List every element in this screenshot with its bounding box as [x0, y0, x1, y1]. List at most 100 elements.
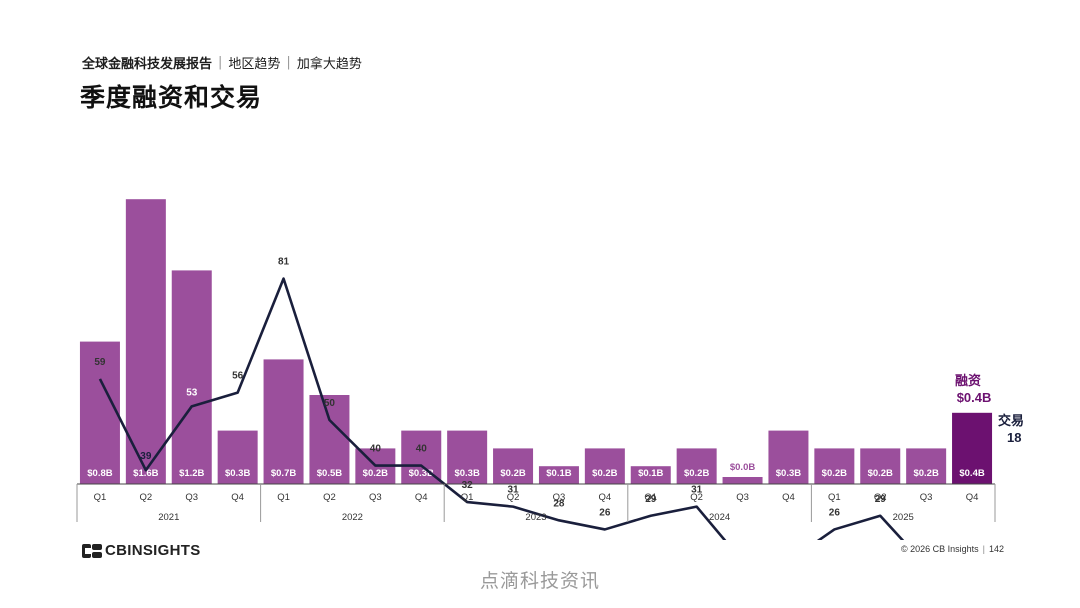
- deals-label: 31: [507, 485, 519, 496]
- funding-bar: [952, 412, 993, 484]
- deals-label: 19: [783, 539, 795, 540]
- deals-label: 50: [324, 398, 336, 409]
- funding-bar-label: $0.1B: [546, 468, 571, 479]
- x-tick-label: Q3: [185, 492, 198, 503]
- deals-label: 32: [462, 480, 474, 491]
- copyright-text: © 2026 CB Insights: [900, 544, 979, 554]
- year-label: 2023: [525, 512, 546, 523]
- report-name: 全球金融科技发展报告: [82, 57, 213, 72]
- funding-bar: [860, 448, 901, 484]
- x-tick-label: Q1: [277, 492, 290, 503]
- watermark: 点滴科技资讯: [479, 570, 600, 592]
- brand-name: CBINSIGHTS: [105, 542, 201, 559]
- x-tick-label: Q4: [599, 492, 612, 503]
- funding-bar-label: $0.8B: [87, 468, 112, 479]
- breadcrumb-separator: |: [218, 55, 223, 70]
- funding-bar-label: $0.2B: [684, 468, 709, 479]
- deals-label: 40: [416, 444, 428, 455]
- funding-bar: [814, 448, 855, 484]
- funding-bar-label: $0.3B: [454, 468, 479, 479]
- x-tick-label: Q1: [644, 492, 657, 503]
- deals-label: 59: [94, 357, 106, 368]
- x-tick-label: Q3: [369, 492, 382, 503]
- copyright: © 2026 CB Insights | 142: [900, 544, 1004, 554]
- cb-logo-icon: [82, 543, 102, 558]
- funding-bar: [447, 430, 488, 484]
- funding-bar-label: $0.2B: [592, 468, 617, 479]
- deals-callout-value: 18: [1007, 430, 1021, 445]
- funding-bar-label: $0.2B: [500, 468, 525, 479]
- funding-bar: [722, 477, 763, 484]
- funding-bar-label: $0.1B: [638, 468, 663, 479]
- page-number: 142: [988, 544, 1004, 554]
- funding-bar-label: $1.2B: [179, 468, 204, 479]
- x-tick-label: Q3: [736, 492, 749, 503]
- deals-label: 26: [599, 507, 611, 518]
- x-tick-label: Q2: [323, 492, 336, 503]
- deals-line: [98, 277, 905, 540]
- x-tick-label: Q3: [920, 492, 933, 503]
- deals-label: 53: [186, 387, 198, 398]
- deals-label: 39: [140, 451, 152, 462]
- funding-deals-chart: $0.8B $1.6B $1.2B $0.3B $0.7B $0.5B $0.2B $0.3B…: [76, 199, 1024, 540]
- breadcrumb: 全球金融科技发展报告 | 地区趋势 | 加拿大趋势: [82, 53, 362, 72]
- x-tick-label: Q2: [690, 492, 703, 503]
- funding-bar: [906, 448, 947, 484]
- funding-bar-label: $1.6B: [133, 468, 158, 479]
- deals-label: 81: [278, 257, 290, 268]
- funding-bar: [676, 448, 717, 484]
- section-name: 地区趋势: [228, 57, 281, 72]
- funding-bar-label: $0.3B: [225, 468, 250, 479]
- funding-bar-label: $0.2B: [868, 468, 893, 479]
- funding-bar: [171, 270, 212, 484]
- deals-label: 19: [737, 539, 749, 540]
- breadcrumb-separator: |: [286, 55, 291, 70]
- year-label: 2025: [893, 512, 914, 523]
- funding-bar-label: $0.2B: [913, 468, 938, 479]
- deals-label: 29: [645, 494, 657, 505]
- year-label: 2022: [342, 512, 363, 523]
- x-tick-label: Q4: [782, 492, 795, 503]
- x-tick-label: Q2: [507, 492, 520, 503]
- funding-bar: [79, 341, 120, 484]
- funding-bar: [538, 466, 579, 484]
- funding-bar-label: $0.2B: [822, 468, 847, 479]
- x-tick-label: Q3: [553, 492, 566, 503]
- x-tick-label: Q2: [140, 492, 153, 503]
- x-tick-label: Q1: [94, 492, 107, 503]
- x-tick-label: Q4: [966, 492, 979, 503]
- funding-callout-label: 融资: [955, 373, 981, 389]
- deals-label: 40: [370, 444, 382, 455]
- funding-callout-value: $0.4B: [957, 390, 992, 405]
- x-tick-label: Q1: [461, 492, 474, 503]
- x-tick-label: Q4: [415, 492, 428, 503]
- funding-bar-label: $0.2B: [363, 468, 388, 479]
- deals-label: 26: [829, 507, 841, 518]
- x-tick-label: Q1: [828, 492, 841, 503]
- cb-insights-logo: CBINSIGHTS: [82, 542, 201, 559]
- deals-callout-label: 交易: [998, 413, 1024, 429]
- funding-bar-label: $0.3B: [776, 468, 801, 479]
- region-name: 加拿大趋势: [296, 57, 362, 72]
- x-tick-label: Q4: [231, 492, 244, 503]
- funding-bar: [630, 466, 671, 484]
- x-tick-label: Q2: [874, 492, 887, 503]
- funding-bar: [263, 359, 304, 484]
- page-title: 季度融资和交易: [80, 83, 263, 112]
- year-label: 2021: [158, 512, 179, 523]
- funding-bar-label: $0.5B: [317, 468, 342, 479]
- deals-label: 28: [553, 498, 565, 509]
- funding-bar: [768, 430, 809, 484]
- year-label: 2024: [709, 512, 730, 523]
- deals-label: 56: [232, 371, 244, 382]
- deals-label: 29: [875, 494, 887, 505]
- funding-bar-label: $0.7B: [271, 468, 296, 479]
- funding-bar: [309, 395, 350, 484]
- funding-bar-label: $0.3B: [409, 468, 434, 479]
- funding-bar: [584, 448, 625, 484]
- funding-bar: [217, 430, 258, 484]
- funding-bar-label: $0.4B: [959, 468, 984, 479]
- funding-bar-label: $0.0B: [730, 462, 755, 473]
- funding-bar: [493, 448, 534, 484]
- deals-label: 31: [691, 485, 703, 496]
